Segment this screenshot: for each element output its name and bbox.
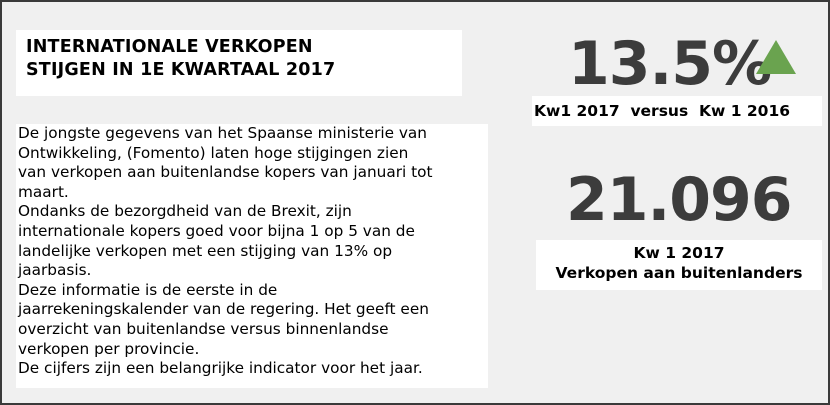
headline-line-1: INTERNATIONALE VERKOPEN — [26, 37, 313, 57]
body-line: Ondanks de bezorgdheid van de Brexit, zi… — [18, 202, 352, 221]
body-line: Deze informatie is de eerste in de — [18, 280, 278, 299]
page-title: INTERNATIONALE VERKOPEN STIJGEN IN 1E KW… — [26, 36, 335, 82]
body-line: maart. — [18, 182, 69, 201]
growth-caption: Kw1 2017 versus Kw 1 2016 — [534, 102, 791, 120]
body-line: verkopen per provincie. — [18, 339, 200, 358]
body-line: overzicht van buitenlandse versus binnen… — [18, 319, 389, 338]
body-line: De jongste gegevens van het Spaanse mini… — [18, 124, 428, 142]
headline-line-2: STIJGEN IN 1E KWARTAAL 2017 — [26, 60, 336, 80]
body-text: De jongste gegevens van het Spaanse mini… — [18, 124, 492, 379]
sales-caption-period: Kw 1 2017 — [633, 244, 725, 262]
body-line: jaarbasis. — [18, 261, 92, 280]
body-line: Ontwikkeling, (Fomento) laten hoge stijg… — [18, 143, 409, 162]
body-line: landelijke verkopen met een stijging van… — [18, 241, 393, 260]
headline-panel: INTERNATIONALE VERKOPEN STIJGEN IN 1E KW… — [16, 30, 462, 96]
sales-caption-panel: Kw 1 2017 Verkopen aan buitenlanders — [536, 240, 822, 290]
body-line: van verkopen aan buitenlandse kopers van… — [18, 163, 433, 182]
growth-percentage: 13.5% — [568, 29, 772, 99]
body-line: internationale kopers goed voor bijna 1 … — [18, 221, 415, 240]
body-line: jaarrekeningskalender van de regering. H… — [18, 300, 429, 319]
up-triangle-icon — [756, 40, 796, 74]
sales-caption-label: Verkopen aan buitenlanders — [555, 264, 803, 282]
sales-count: 21.096 — [566, 165, 793, 235]
sales-caption: Kw 1 2017 Verkopen aan buitenlanders — [536, 243, 822, 283]
growth-caption-panel: Kw1 2017 versus Kw 1 2016 — [532, 96, 822, 126]
body-panel: De jongste gegevens van het Spaanse mini… — [16, 124, 488, 388]
body-line: De cijfers zijn een belangrijke indicato… — [18, 359, 423, 378]
